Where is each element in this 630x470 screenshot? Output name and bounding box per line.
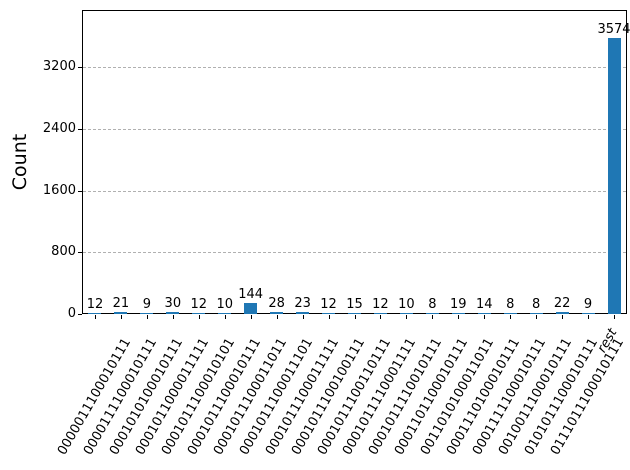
plot-area bbox=[82, 10, 627, 314]
y-tick-label: 800 bbox=[51, 244, 76, 260]
x-tick-mark bbox=[380, 315, 382, 319]
y-gridline bbox=[83, 67, 626, 68]
x-tick-mark bbox=[302, 315, 304, 319]
y-gridline bbox=[83, 190, 626, 192]
x-tick-mark bbox=[354, 315, 356, 319]
bar-value-label: 22 bbox=[553, 296, 571, 312]
x-tick-mark bbox=[406, 315, 408, 319]
bar bbox=[607, 38, 621, 314]
bar-value-label: 15 bbox=[346, 296, 363, 312]
bar bbox=[88, 312, 102, 314]
bar bbox=[270, 311, 284, 314]
bar-value-label: 28 bbox=[268, 295, 285, 311]
bar-value-label: 14 bbox=[475, 296, 493, 312]
bar-value-label: 3574 bbox=[597, 22, 630, 38]
bar-value-label: 8 bbox=[506, 296, 515, 312]
bar-value-label: 12 bbox=[86, 296, 104, 312]
x-tick-mark bbox=[120, 315, 122, 319]
bar bbox=[399, 312, 413, 314]
bar-value-label: 8 bbox=[532, 296, 541, 312]
bar bbox=[503, 312, 517, 314]
x-tick-mark bbox=[484, 315, 486, 319]
bar bbox=[166, 311, 180, 314]
y-tick-mark bbox=[78, 128, 82, 130]
bar bbox=[296, 312, 310, 314]
x-tick-mark bbox=[458, 315, 460, 319]
bar bbox=[244, 302, 258, 314]
bar-value-label: 10 bbox=[216, 296, 233, 312]
bar-value-label: 10 bbox=[398, 296, 415, 312]
bar-value-label: 21 bbox=[112, 296, 130, 312]
bar-value-label: 12 bbox=[190, 296, 208, 312]
y-tick-mark bbox=[78, 190, 82, 192]
bar bbox=[322, 312, 336, 314]
bar bbox=[140, 312, 154, 314]
x-tick-mark bbox=[276, 315, 278, 319]
y-axis-label: Count bbox=[9, 133, 31, 191]
y-gridline bbox=[83, 252, 626, 254]
y-tick-label: 1600 bbox=[42, 182, 76, 198]
x-tick-mark bbox=[172, 315, 174, 319]
x-tick-mark bbox=[198, 315, 200, 319]
x-tick-mark bbox=[562, 315, 564, 319]
x-tick-mark bbox=[614, 315, 616, 319]
bar-value-label: 12 bbox=[372, 296, 389, 312]
bar bbox=[555, 312, 569, 314]
bar bbox=[218, 312, 232, 314]
x-tick-mark bbox=[250, 315, 252, 319]
bar-value-label: 8 bbox=[428, 296, 437, 312]
bar bbox=[425, 312, 439, 314]
bar-value-label: 30 bbox=[164, 295, 182, 311]
x-tick-mark bbox=[146, 315, 148, 319]
bar bbox=[581, 312, 595, 314]
bar-value-label: 12 bbox=[320, 296, 337, 312]
y-tick-mark bbox=[78, 67, 82, 68]
x-tick-mark bbox=[588, 315, 590, 319]
bar bbox=[114, 312, 128, 314]
y-gridline bbox=[83, 128, 626, 130]
x-tick-mark bbox=[432, 315, 434, 319]
x-tick-mark bbox=[536, 315, 538, 319]
y-tick-mark bbox=[78, 314, 82, 315]
x-tick-mark bbox=[328, 315, 330, 319]
bar bbox=[451, 312, 465, 314]
bar-value-label: 9 bbox=[583, 296, 593, 312]
y-tick-label: 3200 bbox=[42, 59, 76, 74]
bar-value-label: 19 bbox=[450, 296, 467, 312]
x-tick-mark bbox=[510, 315, 512, 319]
x-tick-mark bbox=[224, 315, 226, 319]
x-tick-mark bbox=[94, 315, 96, 319]
y-tick-label: 2400 bbox=[42, 120, 76, 136]
y-tick-label: 0 bbox=[67, 306, 76, 321]
bar-value-label: 9 bbox=[142, 296, 152, 312]
y-tick-mark bbox=[78, 252, 82, 254]
bar bbox=[529, 312, 543, 314]
bar-value-label: 23 bbox=[294, 296, 311, 312]
bar bbox=[477, 312, 491, 314]
bar-value-label: 144 bbox=[238, 286, 264, 302]
bar bbox=[192, 312, 206, 314]
bar bbox=[373, 312, 387, 314]
bar bbox=[348, 312, 361, 314]
